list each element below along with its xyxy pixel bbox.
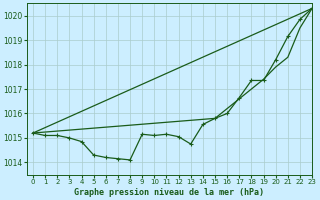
X-axis label: Graphe pression niveau de la mer (hPa): Graphe pression niveau de la mer (hPa) [75, 188, 265, 197]
